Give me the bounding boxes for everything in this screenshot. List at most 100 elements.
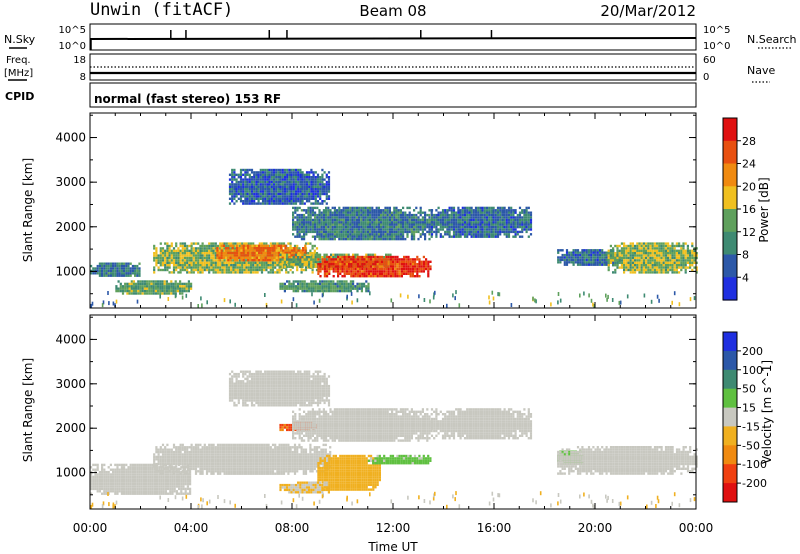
heatmap-cell: [452, 293, 454, 298]
heatmap-cell: [292, 173, 295, 176]
heatmap-cell: [321, 289, 324, 293]
heatmap-cell: [503, 221, 506, 224]
heatmap-cell: [516, 225, 519, 229]
heatmap-cell: [406, 230, 409, 234]
heatmap-cell: [529, 228, 533, 231]
heatmap-cell: [223, 268, 226, 272]
heatmap-cell: [314, 287, 317, 290]
heatmap-cell: [658, 268, 661, 272]
heatmap-cell: [472, 230, 475, 234]
heatmap-cell: [671, 256, 674, 260]
heatmap-cell: [474, 225, 478, 229]
heatmap-cell: [428, 213, 431, 217]
heatmap-cell: [294, 197, 298, 200]
heatmap-cell: [273, 251, 276, 255]
heatmap-cell: [318, 235, 321, 238]
heatmap-cell: [682, 249, 685, 252]
heatmap-cell: [594, 256, 597, 259]
heatmap-cell: [302, 254, 305, 257]
heatmap-cell: [656, 244, 659, 248]
heatmap-cell: [415, 221, 418, 224]
heatmap-cell: [175, 256, 178, 260]
heatmap-cell: [634, 266, 637, 269]
heatmap-cell: [501, 209, 504, 212]
heatmap-cell: [402, 216, 405, 219]
heatmap-cell: [649, 271, 652, 274]
heatmap-cell: [422, 260, 425, 263]
heatmap-cell: [660, 256, 663, 260]
heatmap-cell: [529, 223, 533, 226]
heatmap-cell: [470, 206, 473, 210]
heatmap-cell: [421, 223, 424, 226]
heatmap-cell: [507, 223, 511, 226]
heatmap-cell: [312, 260, 315, 264]
heatmap-cell: [279, 190, 282, 193]
heatmap-cell: [483, 209, 486, 212]
heatmap-cell: [400, 267, 403, 271]
heatmap-cell: [225, 271, 228, 274]
heatmap-cell: [367, 267, 370, 271]
heatmap-cell: [485, 213, 489, 217]
heatmap-cell: [410, 233, 413, 236]
heatmap-cell: [439, 233, 442, 236]
heatmap-cell: [382, 221, 385, 224]
heatmap-cell: [214, 271, 217, 274]
heatmap-cell: [283, 202, 287, 205]
heatmap-cell: [521, 218, 524, 222]
heatmap-cell: [260, 256, 263, 259]
heatmap-cell: [529, 225, 533, 229]
heatmap-cell: [634, 249, 637, 252]
heatmap-cell: [301, 197, 304, 200]
freq-label: Freq.: [6, 55, 31, 66]
heatmap-cell: [309, 242, 312, 245]
heatmap-cell: [325, 258, 328, 261]
heatmap-cell: [649, 261, 652, 264]
heatmap-cell: [136, 267, 139, 270]
heatmap-cell: [620, 264, 623, 267]
heatmap-cell: [434, 290, 436, 295]
heatmap-cell: [161, 292, 164, 295]
heatmap-cell: [277, 190, 280, 193]
heatmap-cell: [678, 242, 681, 245]
heatmap-cell: [355, 228, 358, 231]
heatmap-cell: [203, 261, 206, 264]
heatmap-cell: [295, 256, 298, 259]
heatmap-cell: [304, 266, 308, 269]
heatmap-cell: [277, 259, 280, 262]
heatmap-cell: [186, 247, 189, 250]
heatmap-cell: [237, 197, 240, 200]
heatmap-cell: [563, 258, 566, 262]
heatmap-cell: [305, 209, 308, 212]
heatmap-cell: [333, 206, 336, 210]
heatmap-cell: [382, 233, 385, 236]
heatmap-cell: [430, 228, 434, 231]
heatmap-cell: [290, 258, 293, 261]
heatmap-cell: [371, 253, 374, 256]
heatmap-cell: [470, 233, 473, 236]
heatmap-cell: [437, 223, 440, 226]
heatmap-cell: [583, 249, 586, 252]
heatmap-cell: [305, 282, 308, 286]
heatmap-cell: [376, 270, 379, 273]
heatmap-cell: [300, 221, 303, 224]
heatmap-cell: [314, 183, 317, 186]
heatmap-cell: [252, 268, 255, 272]
noise-right-tick-bottom: 10^0: [703, 41, 730, 52]
heatmap-cell: [667, 271, 670, 274]
heatmap-cell: [281, 285, 284, 288]
heatmap-cell: [353, 211, 356, 214]
heatmap-cell: [468, 211, 471, 214]
heatmap-cell: [378, 275, 381, 278]
heatmap-cell: [327, 176, 331, 179]
heatmap-cell: [402, 213, 405, 217]
heatmap-cell: [227, 264, 231, 267]
heatmap-cell: [381, 267, 384, 271]
heatmap-cell: [286, 253, 289, 256]
heatmap-cell: [385, 265, 388, 268]
heatmap-cell: [642, 256, 645, 260]
heatmap-cell: [351, 218, 354, 222]
heatmap-cell: [320, 235, 323, 238]
heatmap-cell: [671, 266, 674, 269]
heatmap-cell: [228, 178, 232, 181]
heatmap-cell: [286, 197, 289, 200]
